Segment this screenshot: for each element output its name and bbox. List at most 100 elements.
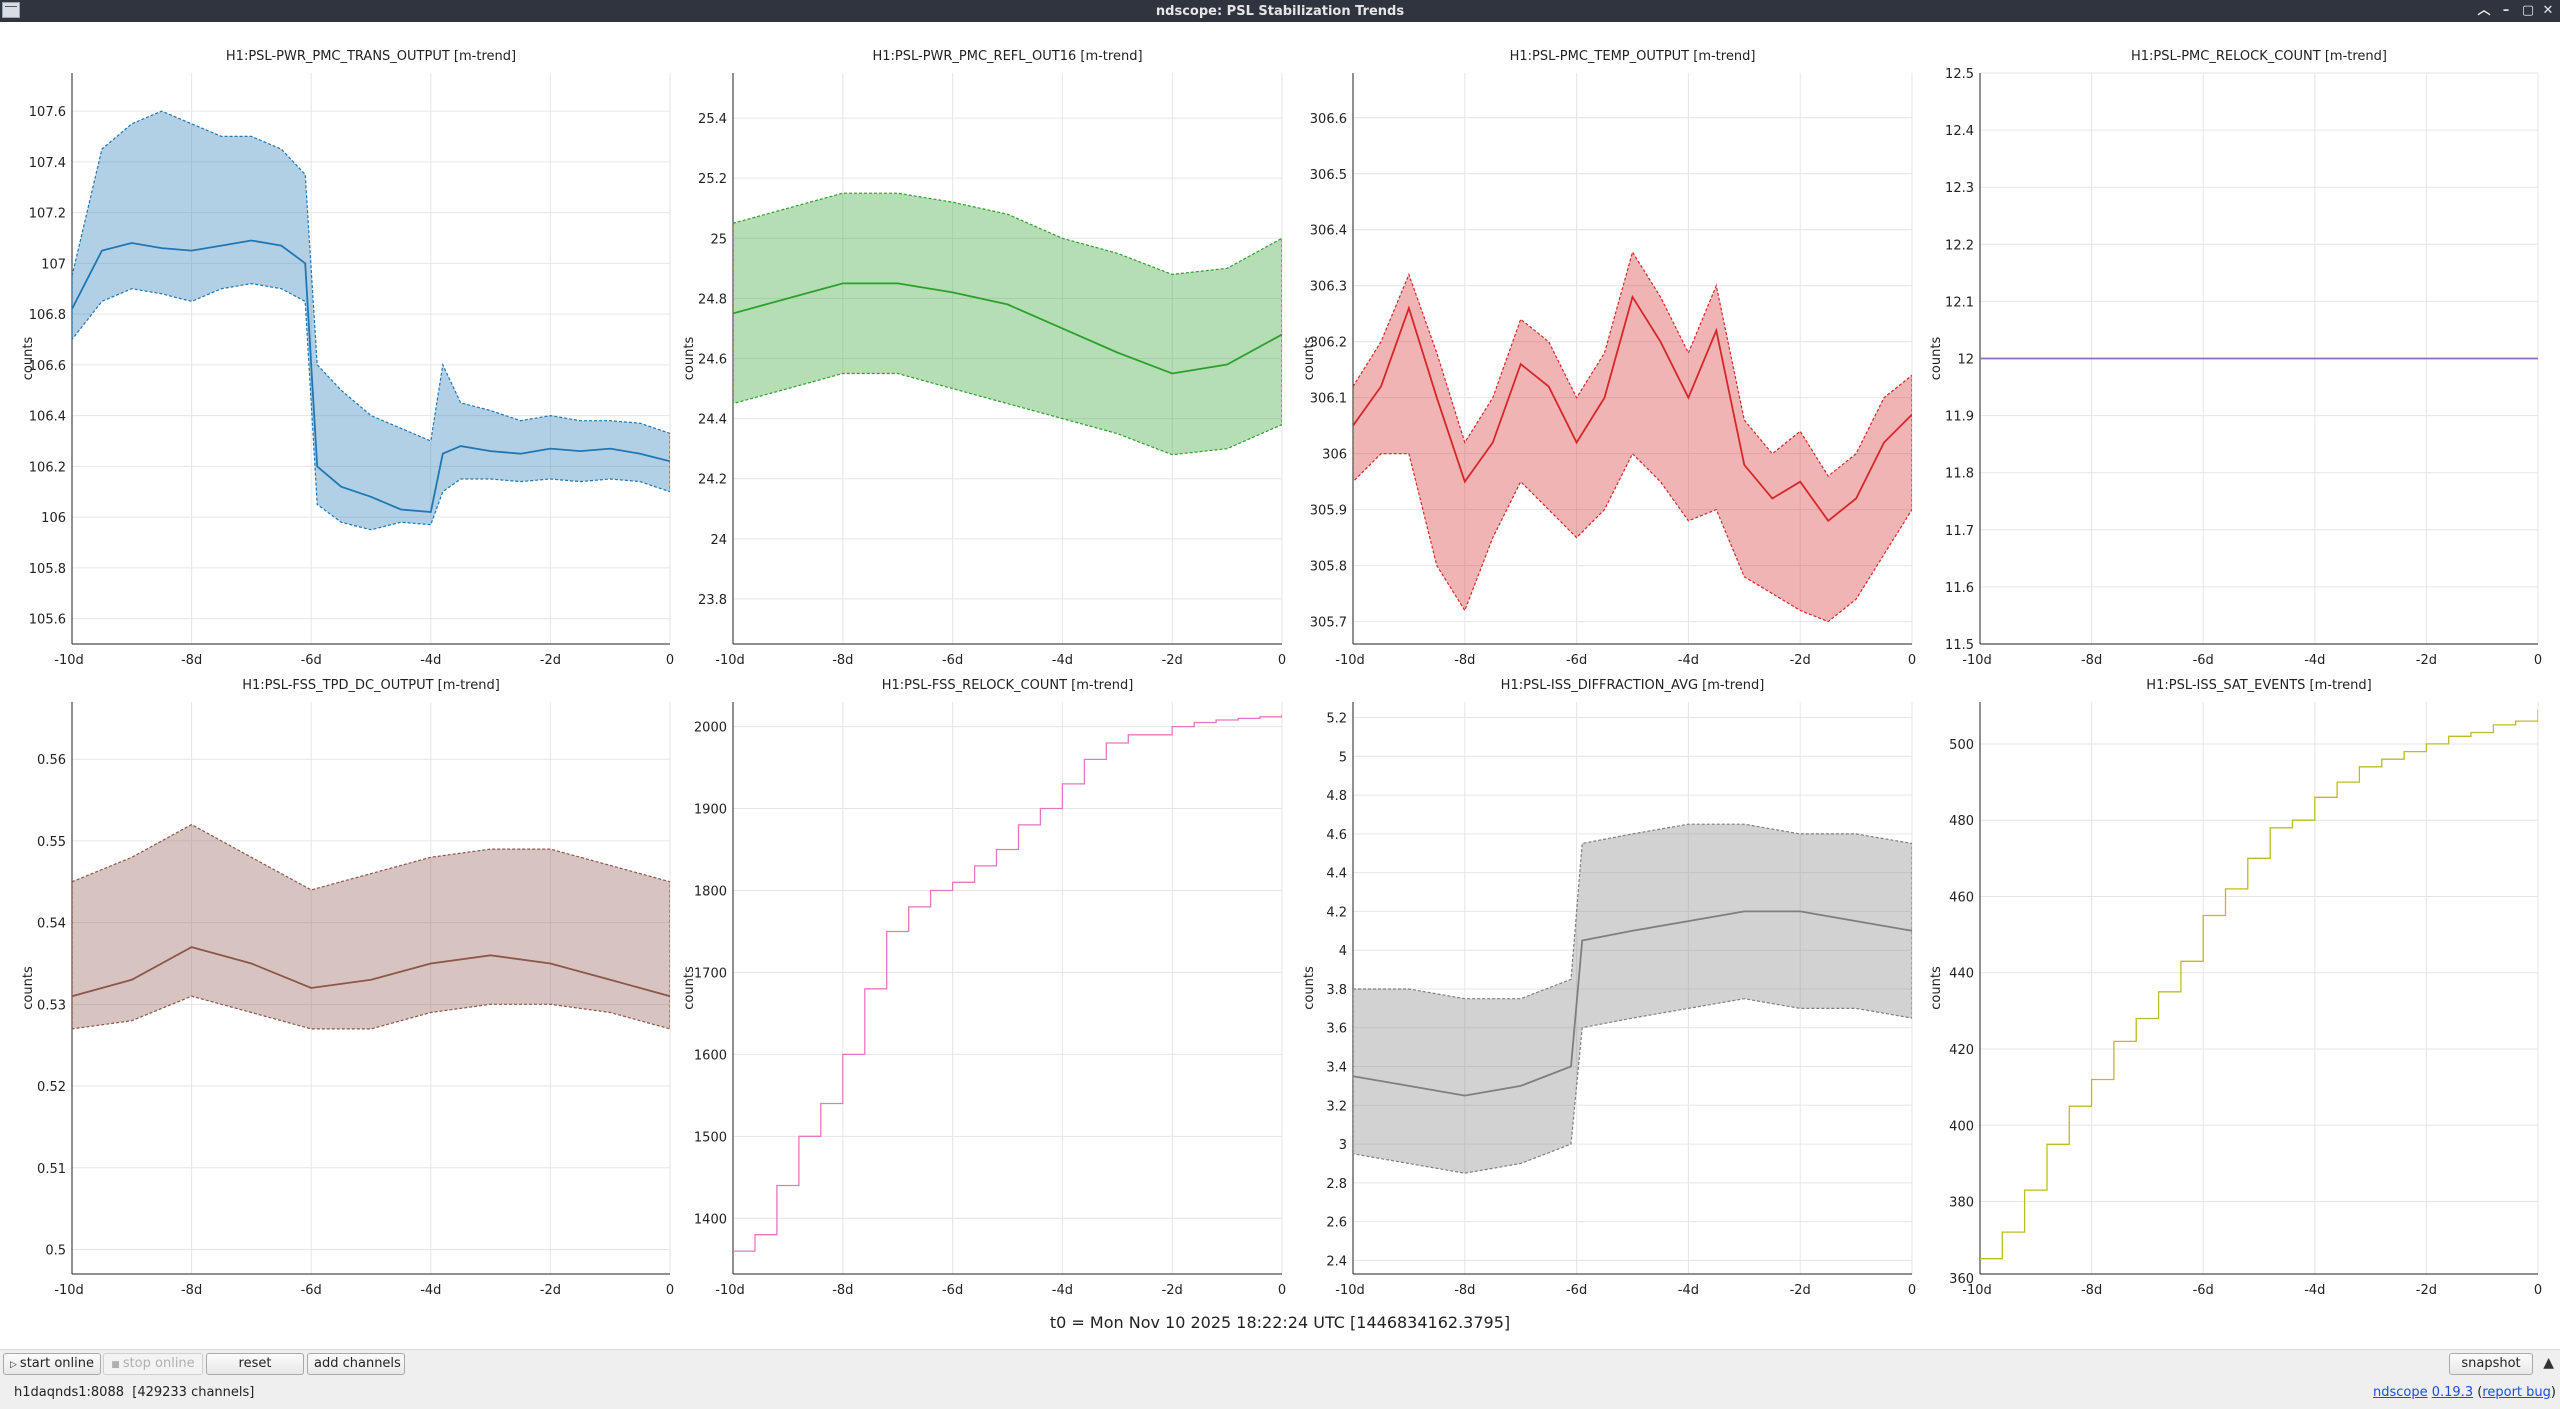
plot4-ytick-label: 11.7 (1945, 524, 1974, 539)
version-info: ndscope 0.19.3 (report bug) (2372, 1385, 2556, 1400)
plot8-ytick-label: 440 (1949, 967, 1974, 982)
plot7-ytick-label: 5 (1339, 750, 1347, 765)
plot8-ylabel: counts (1929, 966, 1944, 1010)
plot4-ytick-label: 12.5 (1945, 67, 1974, 82)
plot3-xtick-label: 0 (1908, 653, 1916, 668)
plot7-ylabel: counts (1302, 966, 1317, 1010)
plot5-xtick-label: -8d (181, 1283, 202, 1298)
ndscope-link[interactable]: ndscope (2372, 1385, 2428, 1400)
plot7-xtick-label: 0 (1908, 1283, 1916, 1298)
plot1-ytick-label: 105.6 (29, 613, 66, 628)
toolbar: ▷ start online ■ stop online reset add cha… (0, 1349, 2560, 1378)
plot3-ytick-label: 306.5 (1310, 168, 1347, 183)
window-titlebar: ndscope: PSL Stabilization Trends ︿ – ▢ … (0, 0, 2560, 22)
plot2-ytick-label: 25 (710, 232, 727, 247)
plot8-xtick-label: -6d (2193, 1283, 2214, 1298)
plot5-xtick-label: -10d (54, 1283, 84, 1298)
plot6-xtick-label: -8d (832, 1283, 853, 1298)
plot1-ytick-label: 107.2 (29, 207, 66, 222)
plot7-ytick-label: 4.4 (1326, 867, 1347, 882)
plot3-envelope (1353, 250, 1912, 623)
plot4-xtick-label: -10d (1962, 653, 1992, 668)
plot5-mean-line (72, 946, 670, 998)
plot4-ytick-label: 12.3 (1945, 181, 1974, 196)
plot6-xtick-label: 0 (1278, 1283, 1286, 1298)
plot2-ytick-label: 25.2 (698, 172, 727, 187)
plot1-xtick-label: -4d (420, 653, 441, 668)
plot7-title: H1:PSL-ISS_DIFFRACTION_AVG [m-trend] (1501, 678, 1765, 693)
plots-grid[interactable]: H1:PSL-PWR_PMC_TRANS_OUTPUT [m-trend] cou… (0, 22, 2560, 1352)
plot5-xtick-label: 0 (666, 1283, 674, 1298)
expand-panel-icon[interactable]: ▲ (2543, 1355, 2554, 1371)
plot8-xtick-label: -2d (2416, 1283, 2437, 1298)
plot6-mean-line (733, 714, 1282, 1252)
report-bug-link[interactable]: report bug (2482, 1385, 2551, 1400)
plot-area[interactable]: H1:PSL-PWR_PMC_TRANS_OUTPUT [m-trend] cou… (0, 22, 2560, 1352)
plot6-ytick-label: 1900 (694, 803, 727, 818)
plot7-mean-line (1353, 910, 1912, 1097)
plot8-ytick-label: 500 (1949, 738, 1974, 753)
plot8-ytick-label: 380 (1949, 1196, 1974, 1211)
plot3-xtick-label: -8d (1454, 653, 1475, 668)
t0-label: t0 = Mon Nov 10 2025 18:22:24 UTC [14468… (1049, 1313, 1511, 1332)
plot1-ytick-label: 107 (41, 257, 66, 272)
plot2-ytick-label: 25.4 (698, 112, 727, 127)
plot1-ytick-label: 105.8 (29, 562, 66, 577)
plot4-ytick-label: 11.8 (1945, 467, 1974, 482)
plot5-ytick-label: 0.56 (37, 753, 66, 768)
plot2-mean-line (733, 282, 1282, 375)
server-address: h1daqnds1:8088 (14, 1385, 124, 1400)
plot3-ytick-label: 305.9 (1310, 504, 1347, 519)
add-channels-button[interactable]: add channels (307, 1353, 405, 1375)
plot7-xtick-label: -4d (1678, 1283, 1699, 1298)
snapshot-button[interactable]: snapshot (2449, 1353, 2533, 1375)
plot3-ylabel: counts (1302, 337, 1317, 381)
start-online-button[interactable]: ▷ start online (3, 1353, 101, 1375)
plot6-ytick-label: 2000 (694, 721, 727, 736)
plot3-ytick-label: 306 (1322, 448, 1347, 463)
plot7-ytick-label: 4 (1339, 944, 1347, 959)
window-title: ndscope: PSL Stabilization Trends (1155, 3, 1405, 19)
plot6-ytick-label: 1800 (694, 884, 727, 899)
plot7-ytick-label: 3 (1339, 1138, 1347, 1153)
plot5-xtick-label: -4d (420, 1283, 441, 1298)
keep-above-button[interactable]: ︿ (2477, 3, 2491, 18)
stop-online-button: ■ stop online (103, 1353, 203, 1375)
plot1-ytick-label: 107.4 (29, 156, 66, 171)
plot3-ytick-label: 306.1 (1310, 392, 1347, 407)
plot8-xtick-label: -8d (2081, 1283, 2102, 1298)
plot5-ytick-label: 0.54 (37, 917, 66, 932)
close-button[interactable]: ✕ (2542, 3, 2554, 18)
plot5-xtick-label: -2d (540, 1283, 561, 1298)
plot7-ytick-label: 2.8 (1326, 1177, 1347, 1192)
plot7-ytick-label: 4.2 (1326, 905, 1347, 920)
plot3-xtick-label: -2d (1790, 653, 1811, 668)
plot7-ytick-label: 4.6 (1326, 828, 1347, 843)
plot7-xtick-label: -8d (1454, 1283, 1475, 1298)
plot7-ytick-label: 2.6 (1326, 1216, 1347, 1231)
plot6-xtick-label: -4d (1052, 1283, 1073, 1298)
maximize-button[interactable]: ▢ (2521, 3, 2535, 18)
plot7-ytick-label: 4.8 (1326, 789, 1347, 804)
plot1-xtick-label: -10d (54, 653, 84, 668)
plot1-ytick-label: 106.2 (29, 460, 66, 475)
plot8-ytick-label: 480 (1949, 814, 1974, 829)
plot8-ytick-label: 420 (1949, 1043, 1974, 1058)
version-link[interactable]: 0.19.3 (2431, 1385, 2474, 1400)
minimize-button[interactable]: – (2502, 3, 2510, 18)
plot5-ytick-label: 0.53 (37, 998, 66, 1013)
plot2-xtick-label: -6d (942, 653, 963, 668)
reset-button[interactable]: reset (206, 1353, 304, 1375)
plot7-ytick-label: 3.2 (1326, 1099, 1347, 1114)
plot7-xtick-label: -6d (1566, 1283, 1587, 1298)
plot2-xtick-label: -4d (1052, 653, 1073, 668)
plot4-ytick-label: 11.9 (1945, 410, 1974, 425)
plot8-mean-line (1980, 709, 2538, 1260)
plot6-title: H1:PSL-FSS_RELOCK_COUNT [m-trend] (882, 678, 1134, 693)
app-icon[interactable] (2, 2, 20, 18)
plot3-ytick-label: 306.3 (1310, 280, 1347, 295)
plot2-envelope (733, 192, 1282, 456)
stop-icon: ■ (111, 1360, 120, 1370)
plot7-ytick-label: 3.6 (1326, 1022, 1347, 1037)
plot4-ytick-label: 12.4 (1945, 124, 1974, 139)
